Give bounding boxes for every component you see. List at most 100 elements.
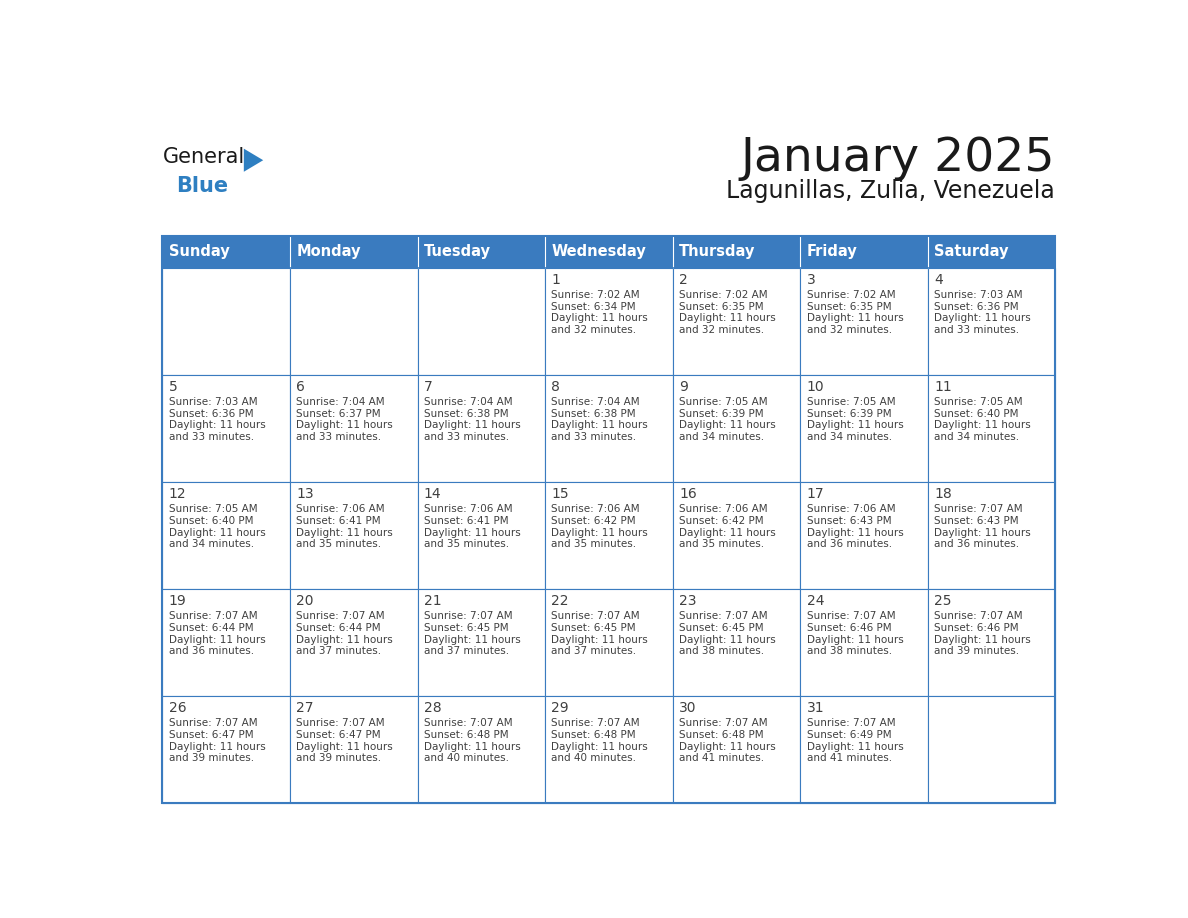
Text: Sunrise: 7:07 AM: Sunrise: 7:07 AM [807,718,896,728]
Text: and 40 minutes.: and 40 minutes. [551,754,637,764]
Text: and 33 minutes.: and 33 minutes. [424,432,508,442]
Text: 17: 17 [807,487,824,500]
Text: 14: 14 [424,487,442,500]
Text: Sunday: Sunday [169,244,229,260]
Text: Monday: Monday [296,244,361,260]
Text: Daylight: 11 hours: Daylight: 11 hours [934,420,1031,431]
Text: Lagunillas, Zulia, Venezuela: Lagunillas, Zulia, Venezuela [727,179,1055,204]
Text: 21: 21 [424,594,442,608]
Text: 4: 4 [934,273,943,286]
Text: Sunset: 6:35 PM: Sunset: 6:35 PM [680,301,764,311]
Text: Daylight: 11 hours: Daylight: 11 hours [680,313,776,323]
Bar [801,482,928,589]
Text: Sunrise: 7:07 AM: Sunrise: 7:07 AM [551,718,640,728]
Text: 29: 29 [551,700,569,715]
Text: Sunrise: 7:07 AM: Sunrise: 7:07 AM [680,610,767,621]
Text: Sunrise: 7:05 AM: Sunrise: 7:05 AM [169,504,258,514]
Text: Daylight: 11 hours: Daylight: 11 hours [424,634,520,644]
Text: 24: 24 [807,594,824,608]
Text: Saturday: Saturday [934,244,1009,260]
Text: Sunrise: 7:07 AM: Sunrise: 7:07 AM [169,718,258,728]
Text: Daylight: 11 hours: Daylight: 11 hours [169,634,266,644]
Bar [163,482,290,589]
Bar [163,236,1055,268]
Bar [672,268,801,375]
Bar [545,375,672,482]
Bar [928,482,1055,589]
Bar [163,589,290,696]
Text: 13: 13 [296,487,314,500]
Text: 18: 18 [934,487,952,500]
Bar [545,696,672,803]
Bar [290,375,417,482]
Text: Sunrise: 7:07 AM: Sunrise: 7:07 AM [934,610,1023,621]
Bar [928,375,1055,482]
Text: Wednesday: Wednesday [551,244,646,260]
Text: Daylight: 11 hours: Daylight: 11 hours [424,742,520,752]
Text: Sunset: 6:46 PM: Sunset: 6:46 PM [807,622,891,633]
Text: 11: 11 [934,380,952,394]
Bar [290,589,417,696]
Text: Daylight: 11 hours: Daylight: 11 hours [296,528,393,538]
Bar [417,589,545,696]
Text: 8: 8 [551,380,561,394]
Text: 23: 23 [680,594,696,608]
Text: 27: 27 [296,700,314,715]
Text: and 34 minutes.: and 34 minutes. [169,540,254,550]
Text: 25: 25 [934,594,952,608]
Text: 20: 20 [296,594,314,608]
Text: Daylight: 11 hours: Daylight: 11 hours [807,313,903,323]
Text: Sunset: 6:42 PM: Sunset: 6:42 PM [680,516,764,526]
Text: Sunrise: 7:06 AM: Sunrise: 7:06 AM [424,504,512,514]
Text: and 37 minutes.: and 37 minutes. [424,646,508,656]
Text: General: General [163,147,245,167]
Text: Daylight: 11 hours: Daylight: 11 hours [807,634,903,644]
Bar [928,589,1055,696]
Bar [290,482,417,589]
Bar [672,482,801,589]
Text: 22: 22 [551,594,569,608]
Text: Sunrise: 7:07 AM: Sunrise: 7:07 AM [296,718,385,728]
Text: Sunrise: 7:02 AM: Sunrise: 7:02 AM [551,289,640,299]
Text: and 32 minutes.: and 32 minutes. [807,325,892,335]
Text: and 35 minutes.: and 35 minutes. [551,540,637,550]
Text: and 36 minutes.: and 36 minutes. [807,540,892,550]
Text: 16: 16 [680,487,696,500]
Text: Sunset: 6:45 PM: Sunset: 6:45 PM [680,622,764,633]
Text: Sunrise: 7:06 AM: Sunrise: 7:06 AM [551,504,640,514]
Text: Daylight: 11 hours: Daylight: 11 hours [424,420,520,431]
Text: Sunset: 6:39 PM: Sunset: 6:39 PM [807,409,891,419]
Text: Sunrise: 7:04 AM: Sunrise: 7:04 AM [424,397,512,407]
Text: Sunrise: 7:07 AM: Sunrise: 7:07 AM [934,504,1023,514]
Text: Thursday: Thursday [680,244,756,260]
Text: and 36 minutes.: and 36 minutes. [934,540,1019,550]
Bar [672,375,801,482]
Text: Sunset: 6:48 PM: Sunset: 6:48 PM [551,730,636,740]
Text: Daylight: 11 hours: Daylight: 11 hours [934,313,1031,323]
Text: Sunrise: 7:07 AM: Sunrise: 7:07 AM [424,610,512,621]
Bar [417,375,545,482]
Bar [290,268,417,375]
Text: Daylight: 11 hours: Daylight: 11 hours [807,420,903,431]
Text: Sunrise: 7:07 AM: Sunrise: 7:07 AM [296,610,385,621]
Text: and 39 minutes.: and 39 minutes. [934,646,1019,656]
Text: and 33 minutes.: and 33 minutes. [169,432,254,442]
Text: and 40 minutes.: and 40 minutes. [424,754,508,764]
Text: and 36 minutes.: and 36 minutes. [169,646,254,656]
Bar [163,268,290,375]
Text: 2: 2 [680,273,688,286]
Text: Friday: Friday [807,244,858,260]
Text: Sunset: 6:36 PM: Sunset: 6:36 PM [934,301,1018,311]
Text: Sunset: 6:46 PM: Sunset: 6:46 PM [934,622,1018,633]
Text: and 38 minutes.: and 38 minutes. [807,646,892,656]
Text: 6: 6 [296,380,305,394]
Text: Sunrise: 7:07 AM: Sunrise: 7:07 AM [424,718,512,728]
Text: and 37 minutes.: and 37 minutes. [551,646,637,656]
Text: Daylight: 11 hours: Daylight: 11 hours [169,420,266,431]
Text: Sunset: 6:36 PM: Sunset: 6:36 PM [169,409,253,419]
Text: Daylight: 11 hours: Daylight: 11 hours [680,420,776,431]
Text: Sunrise: 7:04 AM: Sunrise: 7:04 AM [551,397,640,407]
Text: and 41 minutes.: and 41 minutes. [807,754,892,764]
Text: Daylight: 11 hours: Daylight: 11 hours [807,742,903,752]
Text: Sunrise: 7:02 AM: Sunrise: 7:02 AM [680,289,767,299]
